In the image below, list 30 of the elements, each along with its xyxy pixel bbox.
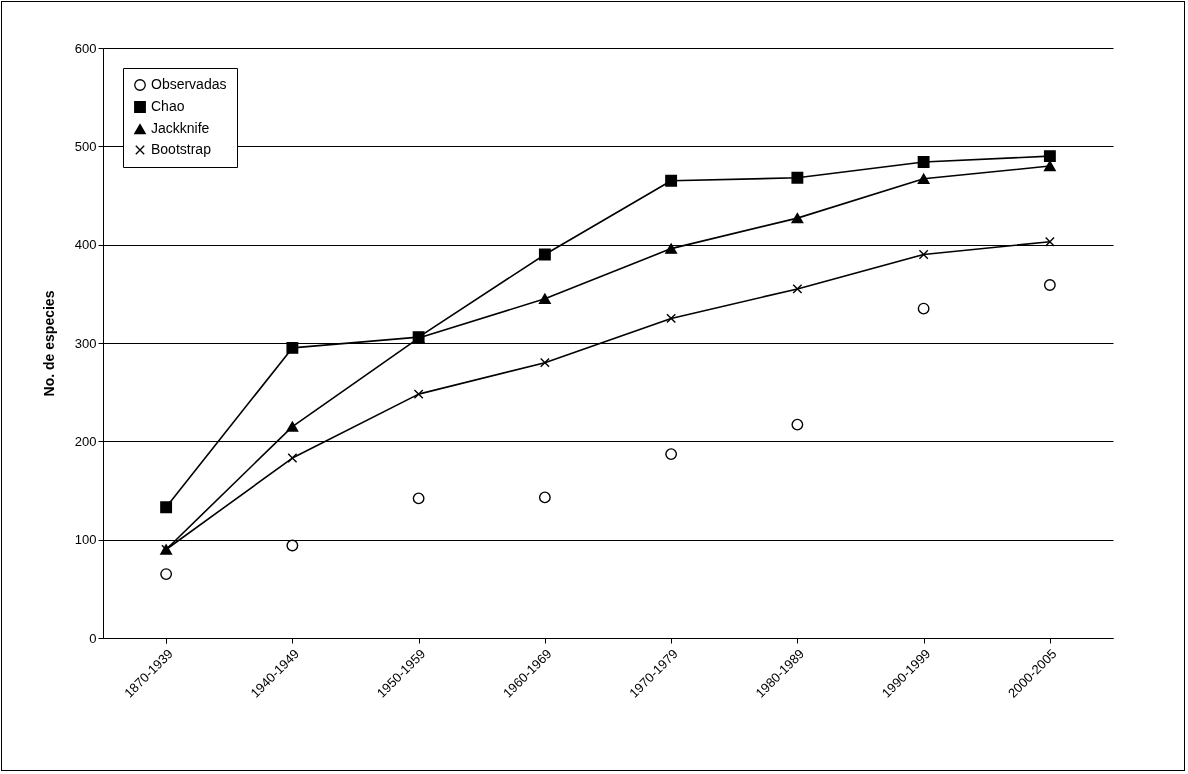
- point: [160, 501, 173, 514]
- y-tick-label: 300: [74, 335, 97, 351]
- y-tick-label: 200: [74, 433, 97, 449]
- legend-label: Observadas: [151, 76, 227, 92]
- point: [539, 357, 550, 368]
- legend-label: Jackknife: [151, 120, 210, 136]
- y-tick-label: 0: [89, 630, 97, 646]
- point: [1043, 279, 1056, 291]
- y-tick-label: 100: [74, 532, 97, 548]
- y-axis-title: No. de especies: [40, 290, 57, 397]
- point: [665, 174, 678, 187]
- point: [918, 249, 929, 260]
- point: [791, 418, 804, 431]
- point: [413, 389, 424, 400]
- point: [287, 453, 298, 463]
- y-tick-label: 400: [74, 237, 97, 253]
- point: [792, 284, 803, 294]
- legend-label: Chao: [151, 98, 185, 114]
- point: [665, 448, 678, 461]
- point: [917, 302, 930, 315]
- point: [666, 313, 677, 324]
- point: [538, 491, 551, 504]
- point: [286, 539, 299, 552]
- point: [160, 568, 173, 581]
- y-tick-label: 600: [74, 40, 97, 56]
- point: [1043, 150, 1056, 163]
- y-tick-label: 500: [74, 138, 97, 154]
- point: [1044, 236, 1055, 247]
- point: [412, 492, 425, 505]
- legend-label: Bootstrap: [151, 141, 212, 157]
